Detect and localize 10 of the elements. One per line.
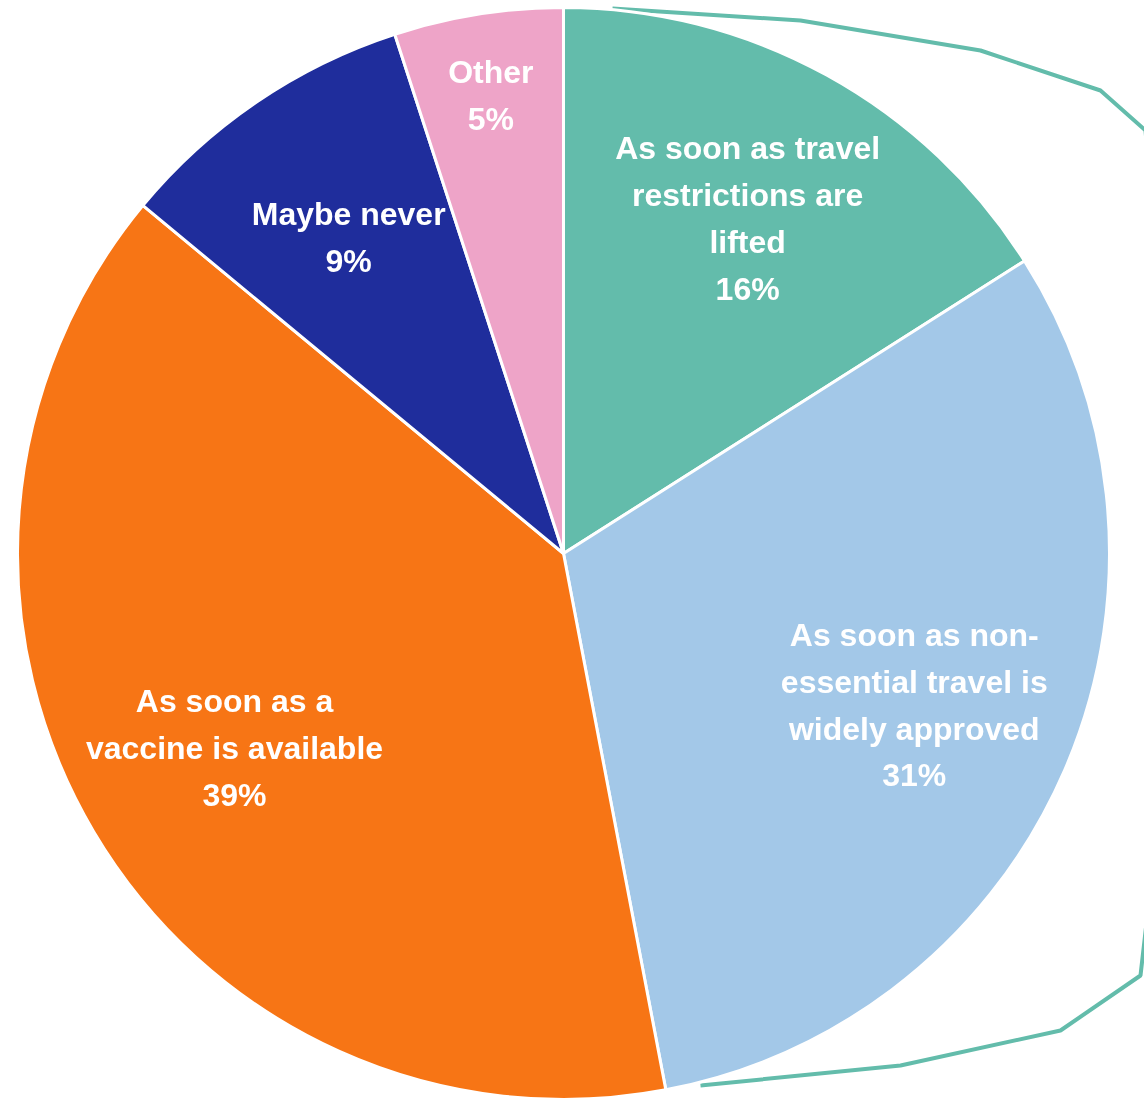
slice-label: Maybe never xyxy=(251,195,446,232)
data-label: 31% xyxy=(882,757,947,794)
data-label: 39% xyxy=(202,776,267,813)
data-label: 16% xyxy=(715,270,780,307)
slice-label: As soon as non- essential travel is widely approved xyxy=(780,617,1048,747)
slice-label: Other xyxy=(448,53,534,90)
slice-label: As soon as a vaccine is available xyxy=(85,683,384,767)
slice-label: As soon as travel restrictions are lifted xyxy=(615,130,881,260)
data-label: 9% xyxy=(325,242,372,279)
data-label: 5% xyxy=(467,100,515,137)
